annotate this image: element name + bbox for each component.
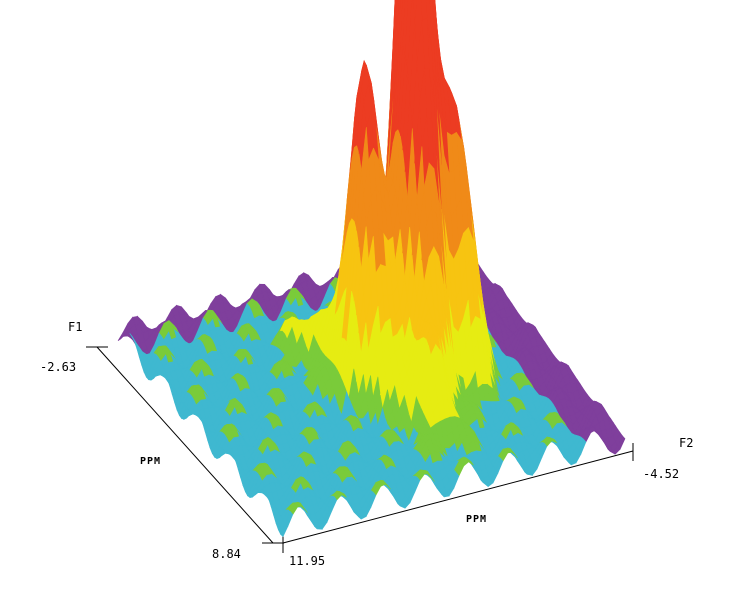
f1-axis-line <box>96 346 274 544</box>
f1-axis-name: F1 <box>68 320 83 334</box>
f2-end-label: -4.52 <box>643 467 680 481</box>
surface-cell <box>117 332 126 342</box>
surface-cell <box>280 523 289 538</box>
f1-unit-label: PPM <box>140 456 162 467</box>
f1-start-label: -2.63 <box>40 360 77 374</box>
surface-mesh <box>117 0 626 538</box>
f2-start-label: 11.95 <box>289 554 326 568</box>
f2-axis-line <box>282 450 634 544</box>
f2-axis-name: F2 <box>679 436 694 450</box>
f2-unit-label: PPM <box>466 514 488 525</box>
f1-end-label: 8.84 <box>212 547 241 561</box>
